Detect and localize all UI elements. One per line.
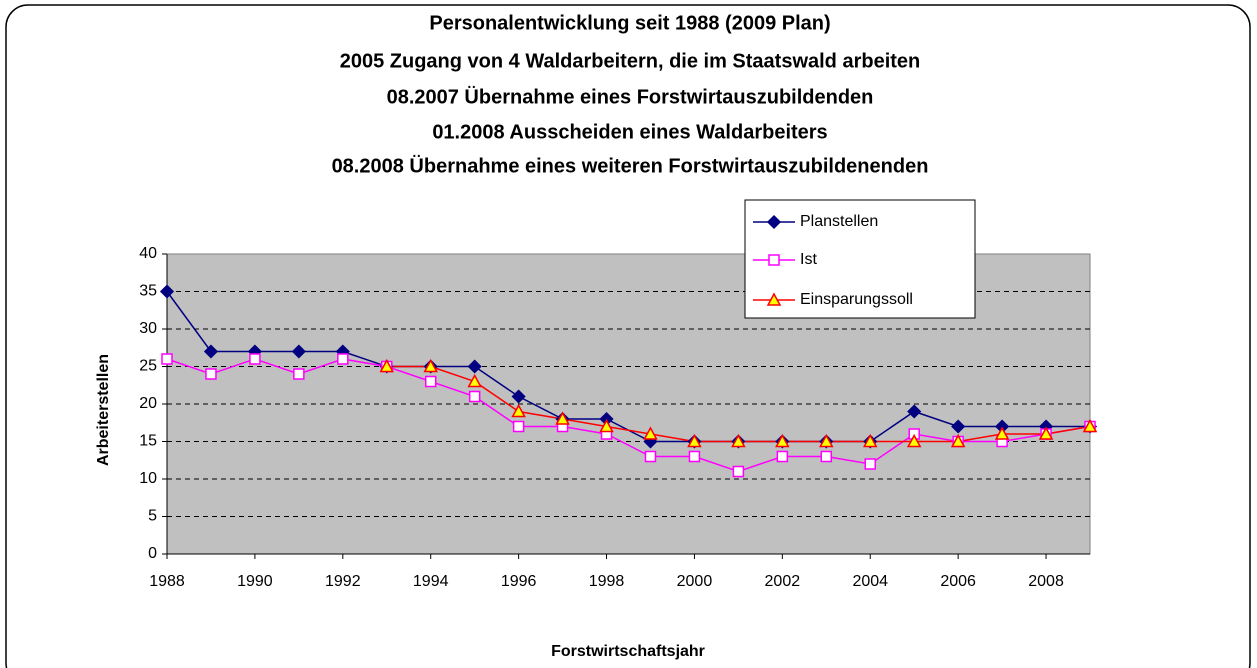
legend-marker: [768, 254, 780, 266]
marker: [512, 420, 525, 433]
marker: [687, 433, 702, 448]
marker: [159, 284, 175, 299]
marker: [424, 375, 437, 388]
marker: [1082, 418, 1098, 433]
marker: [467, 373, 482, 388]
y-tick-label: 0: [148, 545, 157, 562]
marker: [205, 368, 217, 380]
marker: [776, 450, 789, 463]
marker: [688, 450, 701, 463]
marker: [293, 368, 305, 380]
chart-title: Personalentwicklung seit 1988 (2009 Plan…: [429, 12, 830, 34]
chart-title: 08.2007 Übernahme eines Forstwirtauszubi…: [387, 85, 874, 108]
marker: [203, 344, 219, 359]
series-line: [166, 358, 1091, 473]
x-tick-label: 1988: [149, 573, 185, 590]
y-tick-label: 40: [139, 245, 157, 262]
marker: [599, 418, 614, 433]
marker: [862, 433, 878, 448]
x-tick-label: 2000: [677, 573, 713, 590]
x-axis-title: Forstwirtschaftsjahr: [551, 643, 705, 660]
marker: [249, 353, 261, 365]
marker: [820, 450, 833, 463]
marker: [951, 419, 966, 434]
y-axis-title: Arbeiterstellen: [95, 354, 112, 466]
marker: [731, 433, 746, 448]
x-tick-label: 1990: [237, 573, 273, 590]
marker: [291, 344, 306, 359]
marker: [644, 450, 657, 463]
legend-label: Einsparungssoll: [800, 291, 913, 308]
marker: [511, 389, 526, 404]
y-tick-label: 10: [139, 470, 157, 487]
x-tick-label: 1992: [325, 573, 361, 590]
x-tick-label: 1998: [589, 573, 625, 590]
marker: [468, 390, 481, 403]
marker: [906, 433, 922, 448]
legend-marker: [766, 292, 782, 306]
x-tick-label: 2006: [940, 573, 976, 590]
marker: [161, 353, 173, 365]
marker: [950, 433, 966, 448]
marker: [337, 353, 349, 365]
marker: [907, 404, 922, 419]
x-tick-label: 2008: [1028, 573, 1064, 590]
marker: [555, 411, 570, 425]
marker: [819, 433, 834, 448]
y-tick-label: 30: [139, 320, 157, 337]
legend-label: Planstellen: [800, 213, 878, 230]
marker: [732, 465, 745, 478]
chart-title: 08.2008 Übernahme eines weiteren Forstwi…: [332, 154, 929, 177]
x-tick-label: 2002: [765, 573, 801, 590]
y-tick-label: 15: [139, 433, 157, 450]
y-tick-label: 35: [139, 283, 157, 300]
legend-label: Ist: [800, 251, 817, 268]
chart-title: 2005 Zugang von 4 Waldarbeitern, die im …: [340, 50, 921, 72]
legend-box: [744, 199, 976, 319]
legend-marker: [766, 214, 782, 230]
y-tick-label: 25: [139, 358, 157, 375]
marker: [775, 433, 790, 448]
marker: [467, 359, 482, 374]
y-tick-label: 5: [148, 508, 157, 525]
y-tick-label: 20: [139, 395, 157, 412]
chart-title: 01.2008 Ausscheiden eines Waldarbeiters: [432, 121, 827, 143]
x-tick-label: 2004: [852, 573, 888, 590]
marker: [864, 458, 876, 470]
x-tick-label: 1996: [501, 573, 537, 590]
marker: [511, 403, 526, 418]
marker: [423, 358, 438, 373]
marker: [1038, 426, 1054, 440]
marker: [994, 426, 1010, 440]
x-tick-label: 1994: [413, 573, 449, 590]
marker: [379, 358, 395, 373]
marker: [643, 426, 658, 440]
